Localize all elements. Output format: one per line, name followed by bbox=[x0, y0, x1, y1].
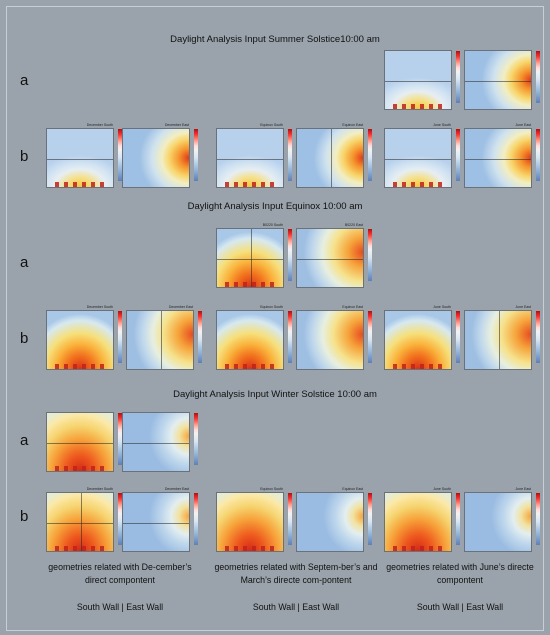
figure-frame bbox=[6, 6, 544, 631]
caption-june: geometries related with June’s directe c… bbox=[386, 562, 534, 585]
heatmap-equinox-b-june-south: June South bbox=[384, 305, 460, 370]
wall-label-december: South Wall | East Wall bbox=[76, 602, 164, 612]
caption-december: geometries related with De-cember’s dire… bbox=[48, 562, 192, 585]
heatmap-summer-b-equinox-south: Equinox South bbox=[216, 123, 292, 188]
heatmap-winter-b-equinox-south: Equinox South bbox=[216, 487, 292, 552]
heatmap-equinox-a-south: B0220 South bbox=[216, 223, 292, 288]
heatmap-summer-b-december-east: December East bbox=[122, 123, 198, 188]
heatmap-equinox-b-june-east: June East bbox=[464, 305, 540, 370]
section-title-equinox: Daylight Analysis Input Equinox 10:00 am bbox=[187, 201, 363, 212]
heatmap-summer-a-june-east bbox=[464, 50, 540, 110]
row-label-summer-b: b bbox=[20, 148, 29, 165]
row-label-winter-a: a bbox=[20, 432, 29, 449]
section-title-winter: Daylight Analysis Input Winter Solstice … bbox=[173, 389, 377, 400]
row-label-summer-a: a bbox=[20, 72, 29, 89]
heatmap-equinox-a-east: B0220 East bbox=[296, 223, 372, 288]
heatmap-summer-b-june-south: June South bbox=[384, 123, 460, 188]
heatmap-equinox-b-equinox-south: Equinox South bbox=[216, 305, 292, 370]
heatmap-winter-b-june-east: June East bbox=[464, 487, 540, 552]
heatmap-summer-b-equinox-east: Equinox East bbox=[296, 123, 372, 188]
heatmap-equinox-b-december-east: December East bbox=[126, 305, 202, 370]
heatmap-summer-a-june-south bbox=[384, 50, 460, 110]
heatmap-winter-a-east bbox=[122, 412, 198, 472]
wall-label-june: South Wall | East Wall bbox=[416, 602, 504, 612]
row-label-winter-b: b bbox=[20, 508, 29, 525]
heatmap-winter-a-south bbox=[46, 412, 122, 472]
row-label-equinox-a: a bbox=[20, 254, 29, 271]
heatmap-winter-b-december-east: December East bbox=[122, 487, 198, 552]
row-label-equinox-b: b bbox=[20, 330, 29, 347]
heatmap-summer-b-june-east: June East bbox=[464, 123, 540, 188]
wall-label-equinox: South Wall | East Wall bbox=[252, 602, 340, 612]
heatmap-winter-b-equinox-east: Equinox East bbox=[296, 487, 372, 552]
heatmap-equinox-b-december-south: December South bbox=[46, 305, 122, 370]
heatmap-equinox-b-equinox-east: Equinox East bbox=[296, 305, 372, 370]
caption-equinox: geometries related with Septem-ber’s and… bbox=[214, 562, 378, 585]
heatmap-summer-b-december-south: December South bbox=[46, 123, 122, 188]
section-title-summer: Daylight Analysis Input Summer Solstice1… bbox=[170, 34, 380, 45]
heatmap-winter-b-december-south: December South bbox=[46, 487, 122, 552]
heatmap-winter-b-june-south: June South bbox=[384, 487, 460, 552]
